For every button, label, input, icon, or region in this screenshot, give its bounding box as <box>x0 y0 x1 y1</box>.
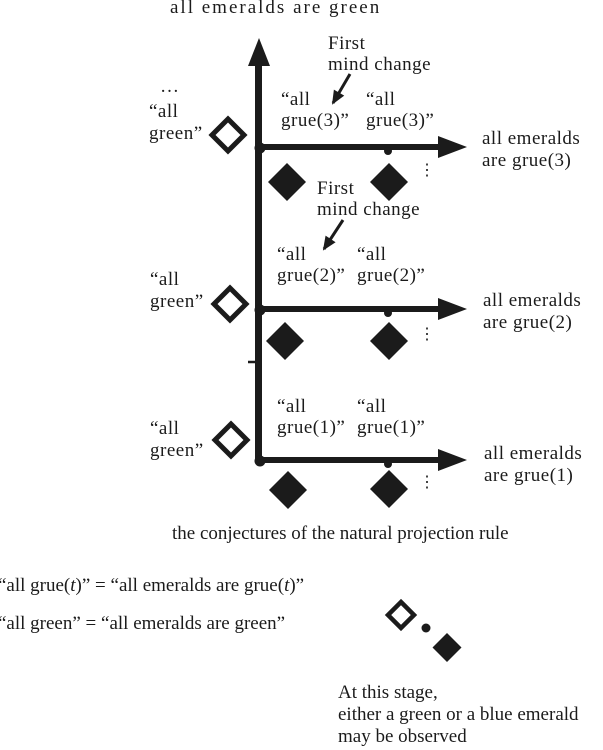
definition-grue-part3: )” <box>289 575 305 596</box>
tick-dot-grue3 <box>384 147 392 155</box>
mind-change-note-1-line1: First <box>328 33 366 54</box>
legend-filled-diamond-icon <box>432 633 462 662</box>
filled-diamond-grue2-b-icon <box>370 322 408 360</box>
grue2-label-before-change: “all grue(2)” <box>277 244 345 286</box>
all-green-label-grue1-line1: “all <box>150 418 180 439</box>
x-axis-arrowhead-grue1-icon <box>438 449 467 471</box>
filled-diamond-grue3-a-icon <box>268 163 306 201</box>
axis-label-grue2-line1: all emeralds <box>483 290 582 311</box>
mind-change-arrow-2-icon <box>322 219 345 251</box>
grue3-label-after-change: “all grue(3)” <box>366 89 434 131</box>
grue3-label-before-line1: “all <box>281 89 311 110</box>
continuation-dots-grue2: ⋮ <box>419 326 435 343</box>
all-green-label-grue3-line1: “all <box>149 101 179 122</box>
mind-change-note-2-line1: First <box>317 178 355 199</box>
tick-dot-grue2 <box>384 309 392 317</box>
all-green-label-grue2-line1: “all <box>150 269 180 290</box>
all-green-label-grue1-line2: green” <box>150 440 204 461</box>
continuation-dots-grue3: ⋮ <box>419 162 435 179</box>
origin-dot-grue3 <box>254 142 266 154</box>
filled-diamond-grue3-b-icon <box>370 163 408 201</box>
grue2-label-after-change: “all grue(2)” <box>357 244 425 286</box>
continuation-ellipsis: … <box>160 76 179 97</box>
grue1-label-before-line1: “all <box>277 396 307 417</box>
axis-label-grue1-line2: are grue(1) <box>484 465 574 486</box>
grue2-label-after-line1: “all <box>357 244 387 265</box>
all-green-label-grue3-line2: green” <box>149 123 203 144</box>
continuation-dots-grue1: ⋮ <box>419 474 435 491</box>
open-diamond-green-grue2-icon <box>210 284 250 324</box>
grue1-label-after-line2: grue(1)” <box>357 417 426 438</box>
filled-diamond-grue1-b-icon <box>370 470 408 508</box>
grue1-label-after-change: “all grue(1)” <box>357 396 425 438</box>
filled-diamond-grue2-a-icon <box>266 322 304 360</box>
all-green-label-grue2-line2: green” <box>150 291 204 312</box>
mind-change-note-2: First mind change <box>317 178 420 220</box>
mind-change-note-2-line2: mind change <box>317 199 421 220</box>
grue3-label-before-change: “all grue(3)” <box>281 89 349 131</box>
origin-dot-grue1 <box>254 455 266 467</box>
stage-note-line2: either a green or a blue emerald <box>338 704 579 725</box>
axis-label-grue2-line2: are grue(2) <box>483 312 573 333</box>
all-green-label-grue3: “all green” <box>149 101 203 145</box>
x-axis-arrowhead-grue2-icon <box>438 298 467 320</box>
axis-label-grue1: all emeralds are grue(1) <box>484 443 582 487</box>
tick-dot-grue1 <box>384 460 392 468</box>
legend-dot-icon <box>421 623 431 633</box>
grue3-label-before-line2: grue(3)” <box>281 110 350 131</box>
legend-open-diamond-icon <box>384 598 418 632</box>
origin-dot-grue2 <box>254 304 266 316</box>
axis-label-grue1-line1: all emeralds <box>484 443 583 464</box>
mind-change-arrow-1-icon <box>331 73 352 105</box>
axis-label-grue3: all emeralds are grue(3) <box>482 128 580 172</box>
axis-label-grue3-line2: are grue(3) <box>482 150 572 171</box>
figure-title: all emeralds are green <box>170 0 382 18</box>
definition-green: “all green” = “all emeralds are green” <box>0 613 286 634</box>
grue3-label-after-line2: grue(3)” <box>366 110 435 131</box>
definition-grue-part1: “all grue( <box>0 575 71 596</box>
open-diamond-green-grue1-icon <box>211 420 251 460</box>
grue1-label-before-line2: grue(1)” <box>277 417 346 438</box>
all-green-label-grue2: “all green” <box>150 269 204 313</box>
axis-label-grue2: all emeralds are grue(2) <box>483 290 581 334</box>
definition-grue-var1: t <box>70 575 76 596</box>
mind-change-note-1-line2: mind change <box>328 54 432 75</box>
stage-note-line1: At this stage, <box>338 682 438 703</box>
grue2-label-after-line2: grue(2)” <box>357 265 426 286</box>
filled-diamond-grue1-a-icon <box>269 471 307 509</box>
grue1-label-after-line1: “all <box>357 396 387 417</box>
mind-change-note-1: First mind change <box>328 33 431 75</box>
figure-caption: the conjectures of the natural projectio… <box>172 523 509 544</box>
stage-note-line3: may be observed <box>338 726 467 747</box>
grue3-label-after-line1: “all <box>366 89 396 110</box>
x-axis-arrowhead-grue3-icon <box>438 136 467 158</box>
definition-grue: “all grue(t)” = “all emeralds are grue(t… <box>0 575 304 597</box>
all-green-label-grue1: “all green” <box>150 418 204 462</box>
grue1-label-before-change: “all grue(1)” <box>277 396 345 438</box>
y-axis-arrowhead-icon <box>248 38 270 66</box>
definition-grue-part2: )” = “all emeralds are grue( <box>75 575 285 596</box>
stage-note: At this stage, either a green or a blue … <box>338 682 579 748</box>
grue2-label-before-line2: grue(2)” <box>277 265 346 286</box>
definition-grue-var2: t <box>284 575 290 596</box>
open-diamond-green-grue3-icon <box>208 115 248 155</box>
axis-label-grue3-line1: all emeralds <box>482 128 581 149</box>
grue2-label-before-line1: “all <box>277 244 307 265</box>
